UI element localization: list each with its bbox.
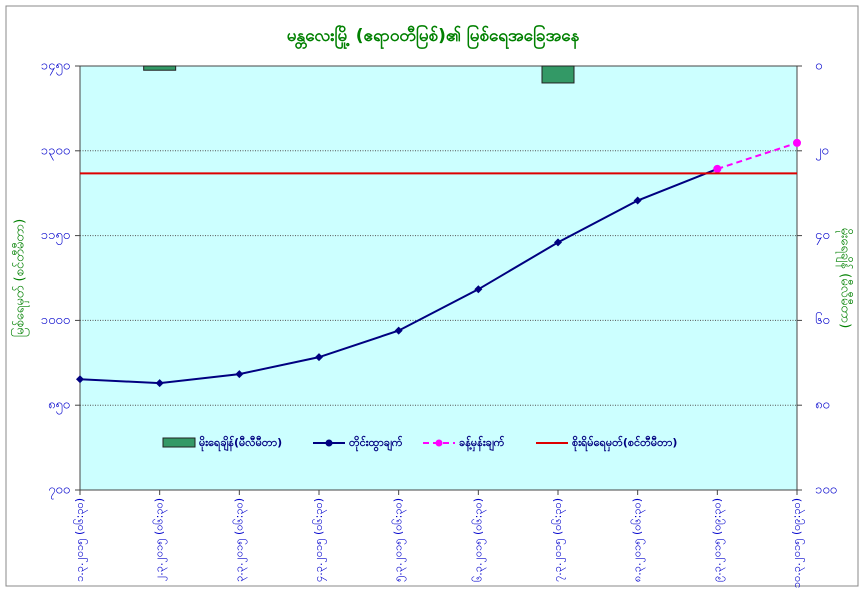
- legend-label: စိုးရိမ်ရေမှတ်(စင်တီမီတာ): [572, 435, 677, 452]
- x-tick-label: ၉.၃.၂၀၁၅ (၀၉:၃၀): [710, 498, 725, 582]
- y2-tick-label: ၀: [815, 59, 822, 74]
- y-tick-label: ၁၃၀၀: [41, 143, 70, 160]
- series-line: [717, 141, 798, 170]
- legend-label: တိုင်းထွာချက်: [349, 435, 403, 452]
- y-tick-label: ၁၁၅၀: [41, 228, 70, 245]
- point: [633, 196, 642, 205]
- x-tick-label: ၆.၃.၂၀၁၅ (၀၆:၃၀): [471, 498, 486, 582]
- point: [315, 353, 323, 362]
- point: [394, 326, 403, 335]
- point: [713, 164, 722, 173]
- y-tick-label: ၁၀၀၀: [41, 313, 70, 328]
- legend-label: ခန့်မှန်းချက်: [459, 435, 505, 452]
- x-tick-label: ၃.၃.၂၀၁၅ (၀၆:၃၀): [232, 498, 247, 582]
- point: [235, 370, 244, 379]
- point: [76, 375, 84, 384]
- y2-tick-label: ၆၀: [815, 312, 830, 328]
- y2-tick-label: ၈၀: [815, 398, 830, 413]
- x-tick-label: ၄.၃.၂၀၁၅ (၀၆:၃၀): [312, 498, 327, 582]
- y2-tick-label: ၁၀၀: [815, 483, 837, 498]
- x-tick-label: ၈.၃.၂၀၁၅ (၀၆:၃၀): [631, 498, 646, 582]
- legend-marker: [325, 439, 333, 447]
- point: [155, 379, 164, 388]
- chart-title: မန္တလေးမြို့ (ဧရာဝတီမြစ်)၏ မြစ်ရေအခြေအနေ: [287, 23, 580, 50]
- legend-label: မိုးရေချိန်(မီလီမီတာ): [199, 435, 282, 452]
- point: [474, 285, 483, 294]
- rain-bar: [143, 65, 177, 71]
- x-tick-label: ၇.၃.၂၀၁၅ (၀၆:၃၀): [551, 498, 566, 582]
- point: [793, 138, 801, 147]
- y2-tick-label: ၂၀: [815, 143, 829, 160]
- y-tick-label: ၈၅၀: [48, 398, 70, 415]
- y-tick-label: ၁၄၅၀: [41, 59, 70, 76]
- plot-area: [79, 65, 798, 491]
- y2-tick-label: ၄၀: [815, 228, 830, 245]
- x-tick-label: ၁၀.၃.၂၀၁၅ (၀၉:၃၀): [790, 498, 805, 588]
- x-tick-label: ၂.၃.၂၀၁၅ (၀၆:၃၀): [153, 498, 168, 581]
- legend-swatch: [162, 437, 196, 448]
- rain-bar: [541, 65, 575, 84]
- legend-marker: [435, 439, 443, 447]
- y-tick-label: ၇၀၀: [48, 483, 70, 500]
- y2-axis-label: မိုးရေချိန် (မီလီမီတာ): [836, 228, 854, 329]
- y-axis-label: မြစ်ရေမှတ် (စင်တီမီတာ): [11, 219, 30, 337]
- point: [554, 238, 562, 247]
- x-tick-label: ၅.၃.၂၀၁၅ (၀၆:၃၀): [392, 498, 407, 582]
- x-tick-label: ၁.၃.၂၀၁၅ (၀၆:၃၀): [73, 498, 88, 582]
